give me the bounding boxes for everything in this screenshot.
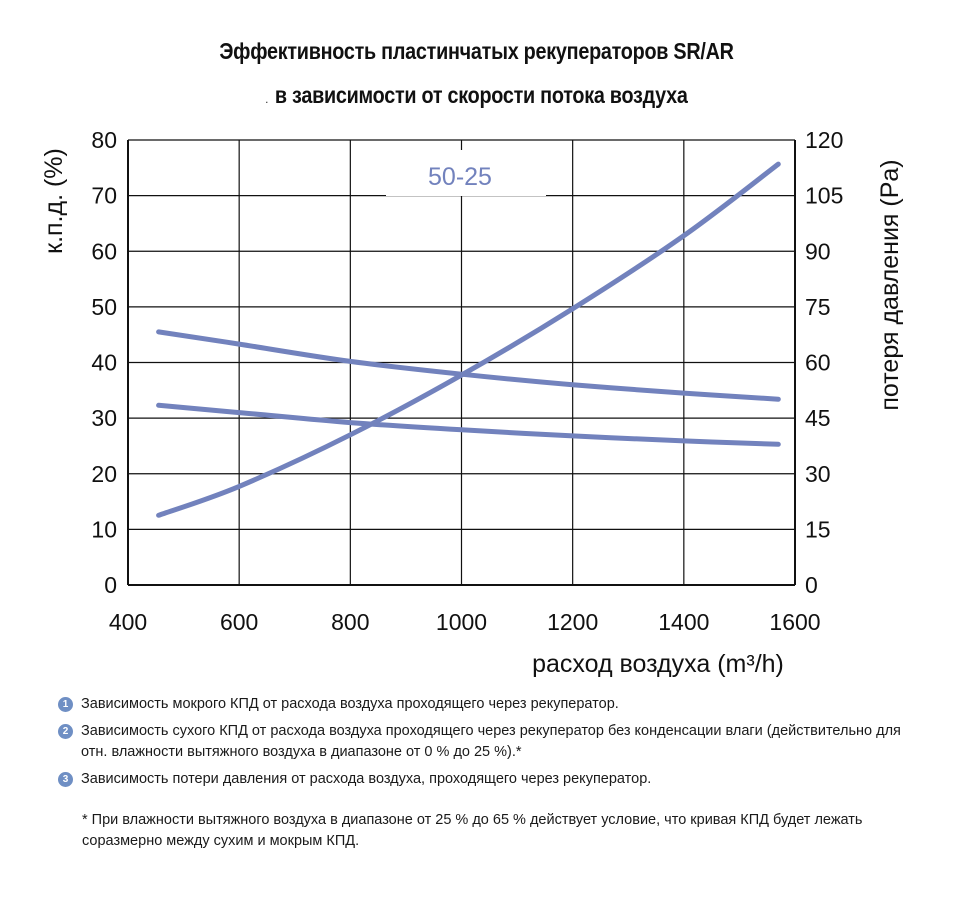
series-tag: 50-25: [428, 163, 492, 191]
series-line-3: [156, 161, 781, 518]
series-line-1: [156, 329, 781, 402]
note-number-badge: 2: [58, 724, 73, 739]
x-axis-label: расход воздуха (m³/h): [532, 650, 784, 678]
note-number-badge: 1: [58, 697, 73, 712]
chart-title-line-2-text: в зависимости от скорости потока воздуха: [274, 82, 688, 108]
note-text: Зависимость мокрого КПД от расхода возду…: [81, 696, 619, 712]
y-left-tick-label: 10: [91, 516, 117, 542]
note-item: 1 Зависимость мокрого КПД от расхода воз…: [58, 694, 928, 715]
note-item: 3 Зависимость потери давления от расхода…: [58, 769, 928, 790]
series-line-2: [156, 402, 781, 447]
title-prefix-mark: .: [265, 92, 269, 106]
x-axis-ticks: 400 600 800 1000 1200 1400 1600: [109, 609, 821, 635]
y-left-tick-label: 60: [91, 238, 117, 264]
footnote: * При влажности вытяжного воздуха в диап…: [82, 812, 863, 849]
y-right-tick-label: 45: [805, 405, 831, 431]
x-tick-label: 1200: [547, 609, 598, 635]
y-right-tick-label: 0: [805, 572, 818, 598]
x-tick-label: 1600: [769, 609, 820, 635]
x-tick-label: 400: [109, 609, 147, 635]
y-right-tick-label: 60: [805, 350, 831, 376]
y-right-tick-label: 30: [805, 461, 831, 487]
x-tick-label: 1400: [658, 609, 709, 635]
chart-title-line-1: Эффективность пластинчатых рекуператоров…: [219, 38, 734, 64]
y-left-axis-ticks: 0 10 20 30 40 50 60 70 80: [91, 127, 117, 598]
chart-curves: [156, 161, 781, 518]
y-left-tick-label: 20: [91, 461, 117, 487]
notes-list: 1 Зависимость мокрого КПД от расхода воз…: [58, 694, 928, 796]
note-item: 2 Зависимость сухого КПД от расхода возд…: [58, 721, 928, 763]
note-text: Зависимость потери давления от расхода в…: [81, 771, 652, 787]
efficiency-chart: 50-25 400 600 800 1000 1200 1400 1600 01020304…: [40, 127, 904, 678]
y-right-tick-label: 105: [805, 183, 843, 209]
y-left-tick-label: 40: [91, 350, 117, 376]
x-tick-label: 600: [220, 609, 258, 635]
y-left-tick-label: 0: [104, 572, 117, 598]
y-left-tick-label: 70: [91, 183, 117, 209]
series-tag-background: [386, 150, 546, 196]
y-left-tick-label: 50: [91, 294, 117, 320]
y-left-axis-label: к.п.д. (%): [40, 148, 68, 254]
y-right-tick-label: 75: [805, 294, 831, 320]
y-left-tick-label: 80: [91, 127, 117, 153]
chart-grid: [127, 139, 796, 586]
note-text: Зависимость сухого КПД от расхода воздух…: [81, 723, 901, 760]
x-tick-label: 1000: [436, 609, 487, 635]
chart-title-line-2: . в зависимости от скорости потока воздух…: [67, 82, 887, 109]
y-right-tick-label: 15: [805, 516, 831, 542]
y-right-tick-label: 120: [805, 127, 843, 153]
y-left-tick-label: 30: [91, 405, 117, 431]
y-right-tick-label: 90: [805, 238, 831, 264]
note-number-badge: 3: [58, 772, 73, 787]
y-right-axis-label: потеря давления (Pa): [876, 159, 904, 410]
x-tick-label: 800: [331, 609, 369, 635]
y-right-axis-ticks: 0 15 30 45 60 75 90 105 120: [805, 127, 843, 598]
